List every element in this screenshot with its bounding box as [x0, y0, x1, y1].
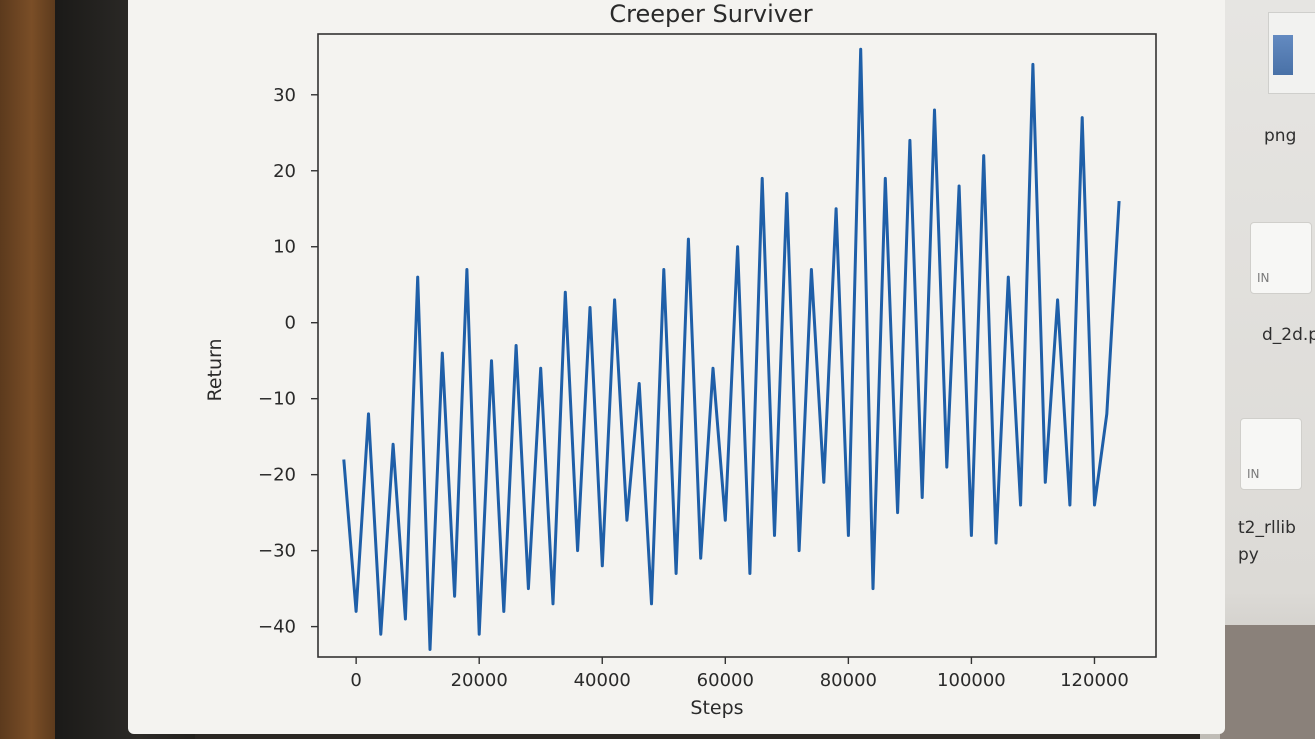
desktop-file-label[interactable]: d_2d.p	[1262, 325, 1315, 345]
desktop-file-icon[interactable]: IN	[1250, 222, 1312, 294]
series-line	[342, 47, 1121, 651]
desktop-image-thumbnail[interactable]	[1268, 12, 1315, 94]
desktop-file-label[interactable]: t2_rllib	[1238, 518, 1296, 538]
file-icon-tag: IN	[1257, 271, 1270, 285]
x-tick-label: 20000	[451, 670, 508, 691]
y-axis-label: Return	[204, 338, 226, 401]
y-tick-label: −10	[258, 389, 296, 410]
x-tick-label: 0	[350, 670, 361, 691]
x-tick-label: 80000	[820, 670, 877, 691]
desktop-file-label[interactable]: png	[1264, 126, 1297, 146]
chart-title: Creeper Surviver	[609, 0, 812, 28]
desktop-file-label[interactable]: py	[1238, 545, 1259, 565]
x-tick-label: 120000	[1060, 670, 1129, 691]
x-tick-label: 40000	[574, 670, 631, 691]
y-tick-label: −30	[258, 541, 296, 562]
y-tick-label: −40	[258, 617, 296, 638]
y-tick-label: 10	[273, 237, 296, 258]
y-tick-label: 30	[273, 85, 296, 106]
x-axis-label: Steps	[690, 697, 743, 719]
y-tick-label: 20	[273, 161, 296, 182]
x-axis: 0 20000 40000 60000 80000 100000 120000	[350, 657, 1129, 691]
file-icon-tag: IN	[1247, 467, 1260, 481]
plot-frame	[317, 33, 1157, 658]
x-tick-label: 100000	[937, 670, 1006, 691]
x-tick-label: 60000	[697, 670, 754, 691]
y-tick-label: −20	[258, 465, 296, 486]
y-tick-label: 0	[285, 313, 296, 334]
thumbnail-preview	[1273, 35, 1293, 75]
desktop-shadow	[1220, 625, 1315, 739]
y-axis: 30 20 10 0 −10 −20 −30 −40	[258, 85, 318, 638]
desktop-file-icon[interactable]: IN	[1240, 418, 1302, 490]
